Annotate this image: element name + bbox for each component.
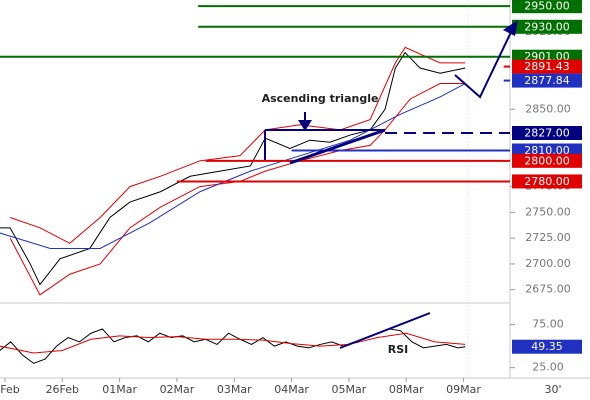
level-label: 2780.00: [524, 175, 570, 188]
y-tick-label: 2725.00: [525, 231, 571, 244]
drawings: [264, 20, 518, 349]
x-tick-label: 02Mar: [160, 383, 195, 396]
level-label: 2810.00: [524, 144, 570, 157]
level-label: 2950.00: [524, 0, 570, 13]
x-tick-label: 26Feb: [46, 383, 79, 396]
level-label: 2800.00: [524, 154, 570, 167]
x-tick-label: 09Mar: [446, 383, 481, 396]
series-line: [9, 46, 466, 244]
series-line: [0, 83, 466, 249]
arrow-head: [503, 20, 518, 36]
level-label: 2930.00: [524, 20, 570, 33]
level-box: [512, 125, 582, 140]
series-line: [9, 83, 466, 296]
x-tick-label: Feb: [0, 383, 19, 396]
x-tick-label: 08Mar: [389, 383, 424, 396]
level-box: [512, 0, 582, 14]
rsi-trend-line: [339, 312, 431, 349]
y-tick-label: 2675.00: [525, 283, 571, 296]
x-tick-label: 05Mar: [332, 383, 367, 396]
x-unit-label: 30': [544, 383, 561, 396]
annotation: RSI: [388, 343, 409, 356]
trend-line: [289, 128, 386, 165]
level-label: 2877.84: [524, 74, 570, 87]
x-tick-label: 03Mar: [217, 383, 252, 396]
y-tick-label: 25.00: [532, 361, 564, 374]
level-box: [512, 339, 582, 354]
annotation-arrow-head: [298, 120, 312, 131]
x-tick-label: 01Mar: [102, 383, 137, 396]
level-box: [512, 73, 582, 88]
level-label: 49.35: [531, 340, 563, 353]
level-box: [512, 19, 582, 34]
series-line: [0, 51, 466, 286]
y-tick-label: 75.00: [532, 318, 564, 331]
level-label: 2891.43: [524, 60, 570, 73]
level-box: [512, 174, 582, 189]
annotation: Ascending triangle: [262, 92, 379, 105]
y-tick-label: 2850.00: [525, 102, 571, 115]
level-box: [512, 153, 582, 168]
level-label: 2827.00: [524, 126, 570, 139]
x-tick-label: 04Mar: [274, 383, 309, 396]
level-box: [512, 59, 582, 74]
series-line: [0, 332, 466, 354]
y-tick-label: 2750.00: [525, 205, 571, 218]
projection-line: [454, 29, 513, 99]
y-tick-label: 2700.00: [525, 257, 571, 270]
